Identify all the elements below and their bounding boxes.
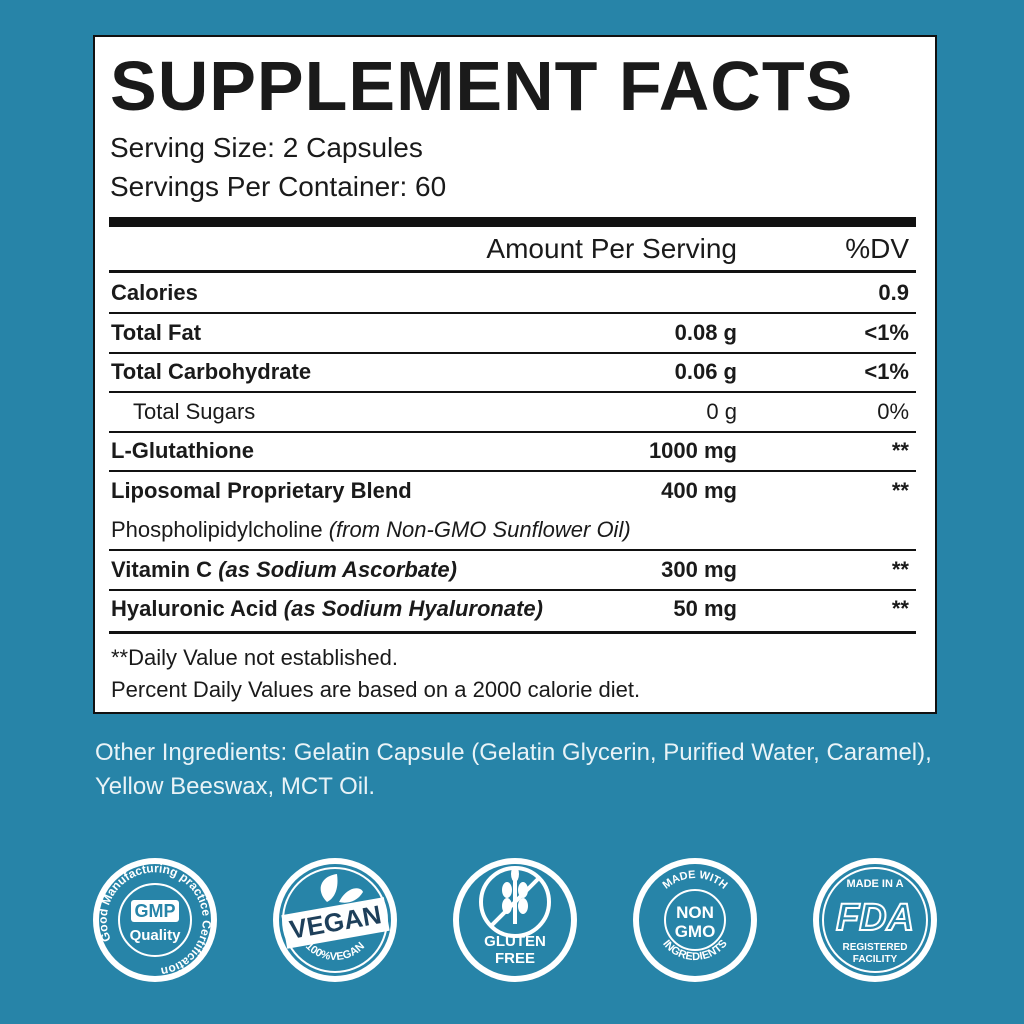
nutrient-amount: 50 mg — [673, 596, 737, 621]
nutrient-row: Phospholipidylcholine (from Non-GMO Sunf… — [111, 515, 909, 545]
nutrient-row: Total Fat 0.08 g <1% — [111, 318, 909, 348]
gluten-free-badge: GLUTEN FREE — [453, 858, 577, 982]
nutrient-note: (as Sodium Ascorbate) — [218, 557, 457, 582]
nutrient-note: (from Non-GMO Sunflower Oil) — [328, 517, 631, 542]
nutrient-name: Calories — [111, 280, 198, 305]
facts-panel — [93, 35, 937, 714]
serving-size: Serving Size: 2 Capsules — [110, 132, 423, 163]
nutrient-row: Total Carbohydrate 0.06 g <1% — [111, 357, 909, 387]
badges: Good Manufacturing practice Certificatio… — [93, 858, 937, 982]
badge-sub: FREE — [495, 950, 535, 967]
badge-sub: Quality — [130, 927, 182, 944]
nutrient-name: Vitamin C — [111, 557, 213, 582]
nutrient-dv: ** — [891, 557, 909, 582]
badge-sub: REGISTERED — [842, 942, 907, 953]
servings-per-container: Servings Per Container: 60 — [110, 171, 447, 202]
title: SUPPLEMENT FACTS — [110, 47, 854, 125]
nutrient-dv: 0% — [877, 399, 909, 424]
badge-sub: GMO — [675, 922, 716, 941]
nutrient-row: Calories 0.9 — [111, 278, 909, 308]
nutrient-dv: <1% — [864, 359, 909, 384]
divider — [109, 470, 916, 472]
nutrient-row: Liposomal Proprietary Blend 400 mg ** — [111, 476, 909, 506]
dv-header: %DV — [845, 233, 909, 264]
nutrient-row: Vitamin C (as Sodium Ascorbate) 300 mg ** — [111, 555, 909, 585]
nutrient-dv: ** — [891, 438, 909, 463]
divider — [109, 217, 916, 227]
divider — [109, 631, 916, 634]
badge-top: MADE IN A — [846, 878, 903, 890]
divider — [109, 549, 916, 551]
nutrient-name: Total Fat — [111, 320, 202, 345]
nutrient-row: L-Glutathione 1000 mg ** — [111, 436, 909, 466]
non-gmo-badge: MADE WITH NON GMO INGREDIENTS — [633, 858, 757, 982]
footnote: **Daily Value not established. — [111, 645, 398, 670]
nutrient-name: Hyaluronic Acid — [111, 596, 278, 621]
divider — [109, 391, 916, 393]
nutrient-name: L-Glutathione — [111, 438, 254, 463]
nutrient-dv: ** — [891, 478, 909, 503]
amount-header: Amount Per Serving — [486, 233, 737, 264]
gmp-badge: Good Manufacturing practice Certificatio… — [93, 858, 217, 982]
nutrient-row: Total Sugars 0 g 0% — [111, 397, 909, 427]
other-ingredients: Other Ingredients: Gelatin Capsule (Gela… — [95, 739, 932, 800]
nutrient-note: (as Sodium Hyaluronate) — [283, 596, 543, 621]
nutrient-amount: 0 g — [706, 399, 737, 424]
divider — [109, 589, 916, 591]
nutrient-dv: <1% — [864, 320, 909, 345]
divider — [109, 270, 916, 273]
nutrient-amount: 400 mg — [661, 478, 737, 503]
nutrient-name: Phospholipidylcholine — [111, 517, 323, 542]
badge-main: GMP — [134, 901, 175, 921]
nutrient-amount: 300 mg — [661, 557, 737, 582]
fda-badge: MADE IN A FDA REGISTERED FACILITY — [813, 858, 937, 982]
nutrient-name: Liposomal Proprietary Blend — [111, 478, 412, 503]
nutrient-amount: 0.06 g — [674, 359, 737, 384]
nutrient-amount: 0.08 g — [674, 320, 737, 345]
nutrient-dv: ** — [891, 596, 909, 621]
badge-main: NON — [676, 903, 714, 922]
divider — [109, 312, 916, 314]
badge-main: FDA — [836, 897, 914, 939]
footnote: Percent Daily Values are based on a 2000… — [111, 677, 641, 702]
nutrient-dv: 0.9 — [878, 280, 909, 305]
divider — [109, 352, 916, 354]
nutrient-name: Total Sugars — [133, 399, 256, 424]
divider — [109, 431, 916, 433]
badge-sub: FACILITY — [853, 954, 898, 965]
nutrient-name: Total Carbohydrate — [111, 359, 312, 384]
vegan-badge: VEGAN 100%VEGAN — [273, 858, 397, 982]
nutrient-amount: 1000 mg — [648, 438, 737, 463]
nutrient-row: Hyaluronic Acid (as Sodium Hyaluronate) 5… — [111, 594, 909, 624]
badge-main: GLUTEN — [484, 933, 546, 950]
